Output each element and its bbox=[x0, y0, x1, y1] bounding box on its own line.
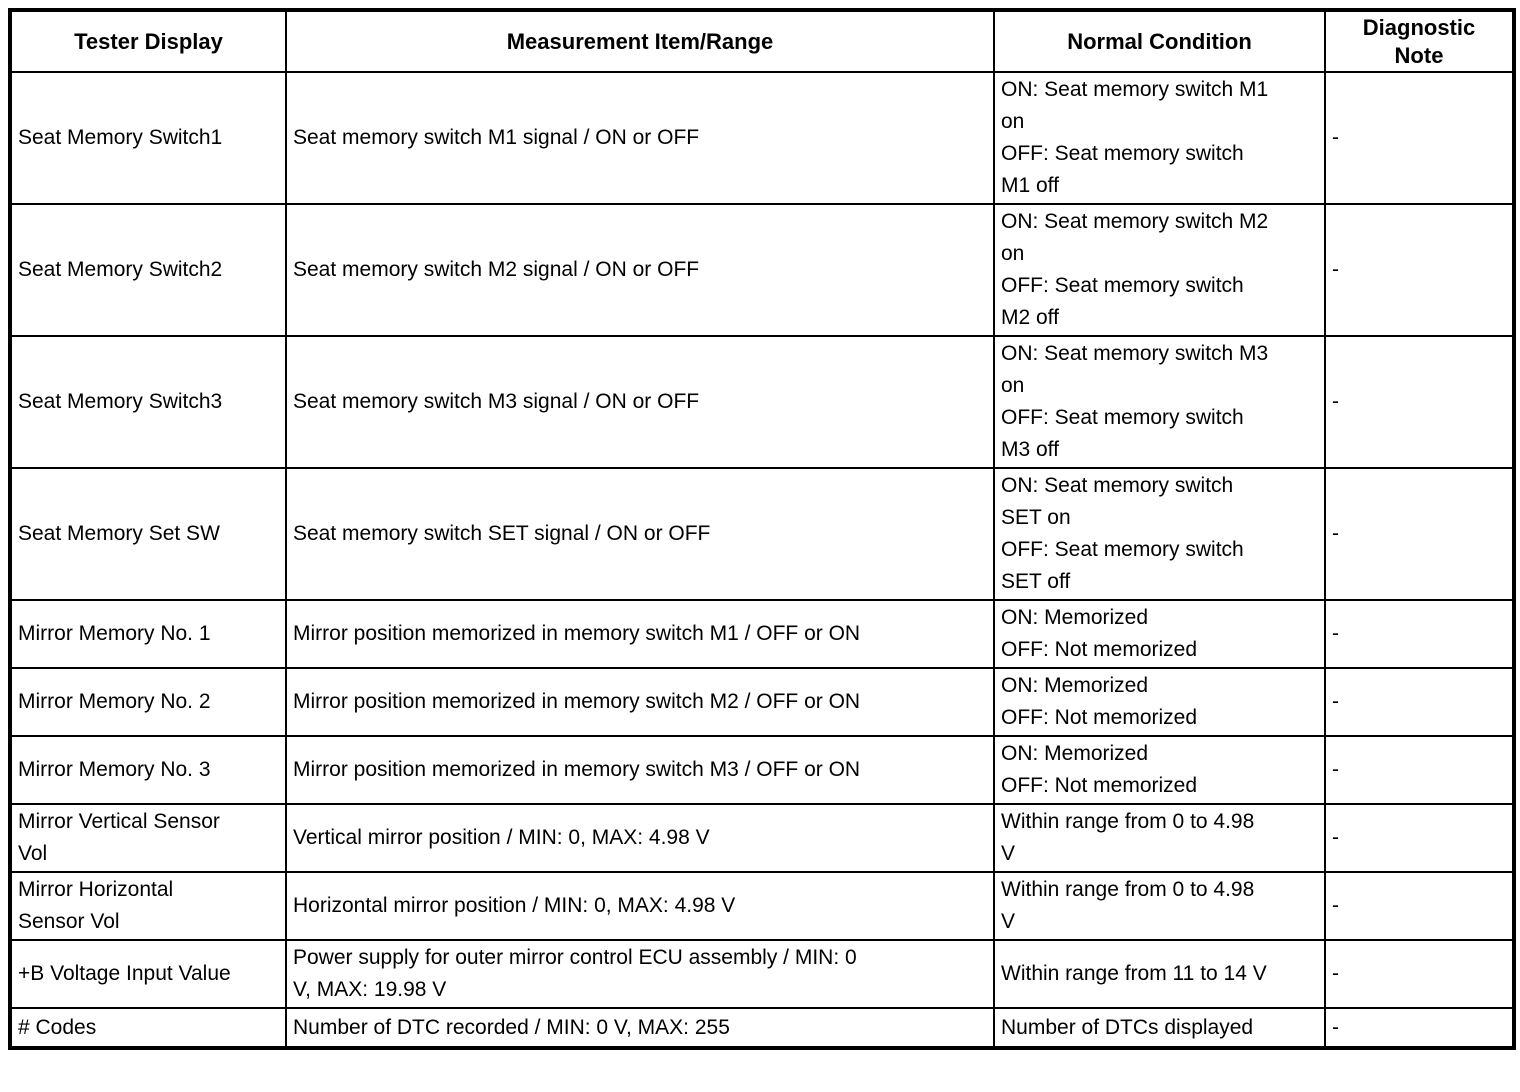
table-row: Seat Memory Switch1 Seat memory switch M… bbox=[9, 71, 1515, 205]
cell-tester-display: Mirror Horizontal Sensor Vol bbox=[9, 871, 287, 941]
cell-tester-display: Mirror Vertical Sensor Vol bbox=[9, 803, 287, 873]
cell-normal-condition: ON: Seat memory switch M3 on OFF: Seat m… bbox=[993, 335, 1326, 469]
cell-normal-condition: ON: Memorized OFF: Not memorized bbox=[993, 735, 1326, 805]
cell-tester-display: Mirror Memory No. 1 bbox=[9, 599, 287, 669]
table-row: Mirror Memory No. 3 Mirror position memo… bbox=[9, 735, 1515, 805]
header-normal-condition: Normal Condition bbox=[993, 9, 1326, 73]
table-row: Mirror Vertical Sensor Vol Vertical mirr… bbox=[9, 803, 1515, 873]
cell-diagnostic-note: - bbox=[1324, 1007, 1515, 1049]
cell-diagnostic-note: - bbox=[1324, 467, 1515, 601]
cell-measurement: Number of DTC recorded / MIN: 0 V, MAX: … bbox=[285, 1007, 995, 1049]
cell-diagnostic-note: - bbox=[1324, 803, 1515, 873]
header-tester-display: Tester Display bbox=[9, 9, 287, 73]
cell-diagnostic-note: - bbox=[1324, 667, 1515, 737]
cell-measurement: Mirror position memorized in memory swit… bbox=[285, 667, 995, 737]
cell-measurement: Horizontal mirror position / MIN: 0, MAX… bbox=[285, 871, 995, 941]
cell-tester-display: Seat Memory Switch1 bbox=[9, 71, 287, 205]
cell-tester-display: # Codes bbox=[9, 1007, 287, 1049]
table-row: Mirror Memory No. 1 Mirror position memo… bbox=[9, 599, 1515, 669]
data-list-table: Tester Display Measurement Item/Range No… bbox=[8, 8, 1516, 1050]
table-header: Tester Display Measurement Item/Range No… bbox=[9, 9, 1515, 73]
table-body: Seat Memory Switch1 Seat memory switch M… bbox=[9, 71, 1515, 1049]
cell-tester-display: Seat Memory Switch2 bbox=[9, 203, 287, 337]
cell-measurement: Vertical mirror position / MIN: 0, MAX: … bbox=[285, 803, 995, 873]
header-diagnostic-note: Diagnostic Note bbox=[1324, 9, 1515, 73]
cell-normal-condition: ON: Memorized OFF: Not memorized bbox=[993, 599, 1326, 669]
cell-normal-condition: Within range from 11 to 14 V bbox=[993, 939, 1326, 1009]
cell-measurement: Seat memory switch SET signal / ON or OF… bbox=[285, 467, 995, 601]
cell-diagnostic-note: - bbox=[1324, 71, 1515, 205]
cell-tester-display: Seat Memory Switch3 bbox=[9, 335, 287, 469]
cell-normal-condition: ON: Seat memory switch M2 on OFF: Seat m… bbox=[993, 203, 1326, 337]
cell-diagnostic-note: - bbox=[1324, 735, 1515, 805]
table-row: Seat Memory Switch3 Seat memory switch M… bbox=[9, 335, 1515, 469]
header-measurement-item-range: Measurement Item/Range bbox=[285, 9, 995, 73]
cell-tester-display: +B Voltage Input Value bbox=[9, 939, 287, 1009]
table-row: +B Voltage Input Value Power supply for … bbox=[9, 939, 1515, 1009]
cell-diagnostic-note: - bbox=[1324, 599, 1515, 669]
cell-normal-condition: ON: Seat memory switch SET on OFF: Seat … bbox=[993, 467, 1326, 601]
cell-measurement: Seat memory switch M1 signal / ON or OFF bbox=[285, 71, 995, 205]
table-row: # Codes Number of DTC recorded / MIN: 0 … bbox=[9, 1007, 1515, 1049]
cell-normal-condition: ON: Seat memory switch M1 on OFF: Seat m… bbox=[993, 71, 1326, 205]
cell-measurement: Mirror position memorized in memory swit… bbox=[285, 735, 995, 805]
cell-diagnostic-note: - bbox=[1324, 871, 1515, 941]
cell-diagnostic-note: - bbox=[1324, 335, 1515, 469]
cell-measurement: Seat memory switch M3 signal / ON or OFF bbox=[285, 335, 995, 469]
cell-tester-display: Mirror Memory No. 3 bbox=[9, 735, 287, 805]
cell-normal-condition: Number of DTCs displayed bbox=[993, 1007, 1326, 1049]
cell-normal-condition: Within range from 0 to 4.98 V bbox=[993, 803, 1326, 873]
cell-tester-display: Mirror Memory No. 2 bbox=[9, 667, 287, 737]
table-row: Seat Memory Switch2 Seat memory switch M… bbox=[9, 203, 1515, 337]
cell-measurement: Power supply for outer mirror control EC… bbox=[285, 939, 995, 1009]
table-row: Seat Memory Set SW Seat memory switch SE… bbox=[9, 467, 1515, 601]
cell-normal-condition: ON: Memorized OFF: Not memorized bbox=[993, 667, 1326, 737]
table-row: Mirror Memory No. 2 Mirror position memo… bbox=[9, 667, 1515, 737]
table-row: Mirror Horizontal Sensor Vol Horizontal … bbox=[9, 871, 1515, 941]
cell-measurement: Seat memory switch M2 signal / ON or OFF bbox=[285, 203, 995, 337]
cell-diagnostic-note: - bbox=[1324, 939, 1515, 1009]
cell-diagnostic-note: - bbox=[1324, 203, 1515, 337]
cell-tester-display: Seat Memory Set SW bbox=[9, 467, 287, 601]
header-row: Tester Display Measurement Item/Range No… bbox=[9, 9, 1515, 73]
cell-measurement: Mirror position memorized in memory swit… bbox=[285, 599, 995, 669]
cell-normal-condition: Within range from 0 to 4.98 V bbox=[993, 871, 1326, 941]
